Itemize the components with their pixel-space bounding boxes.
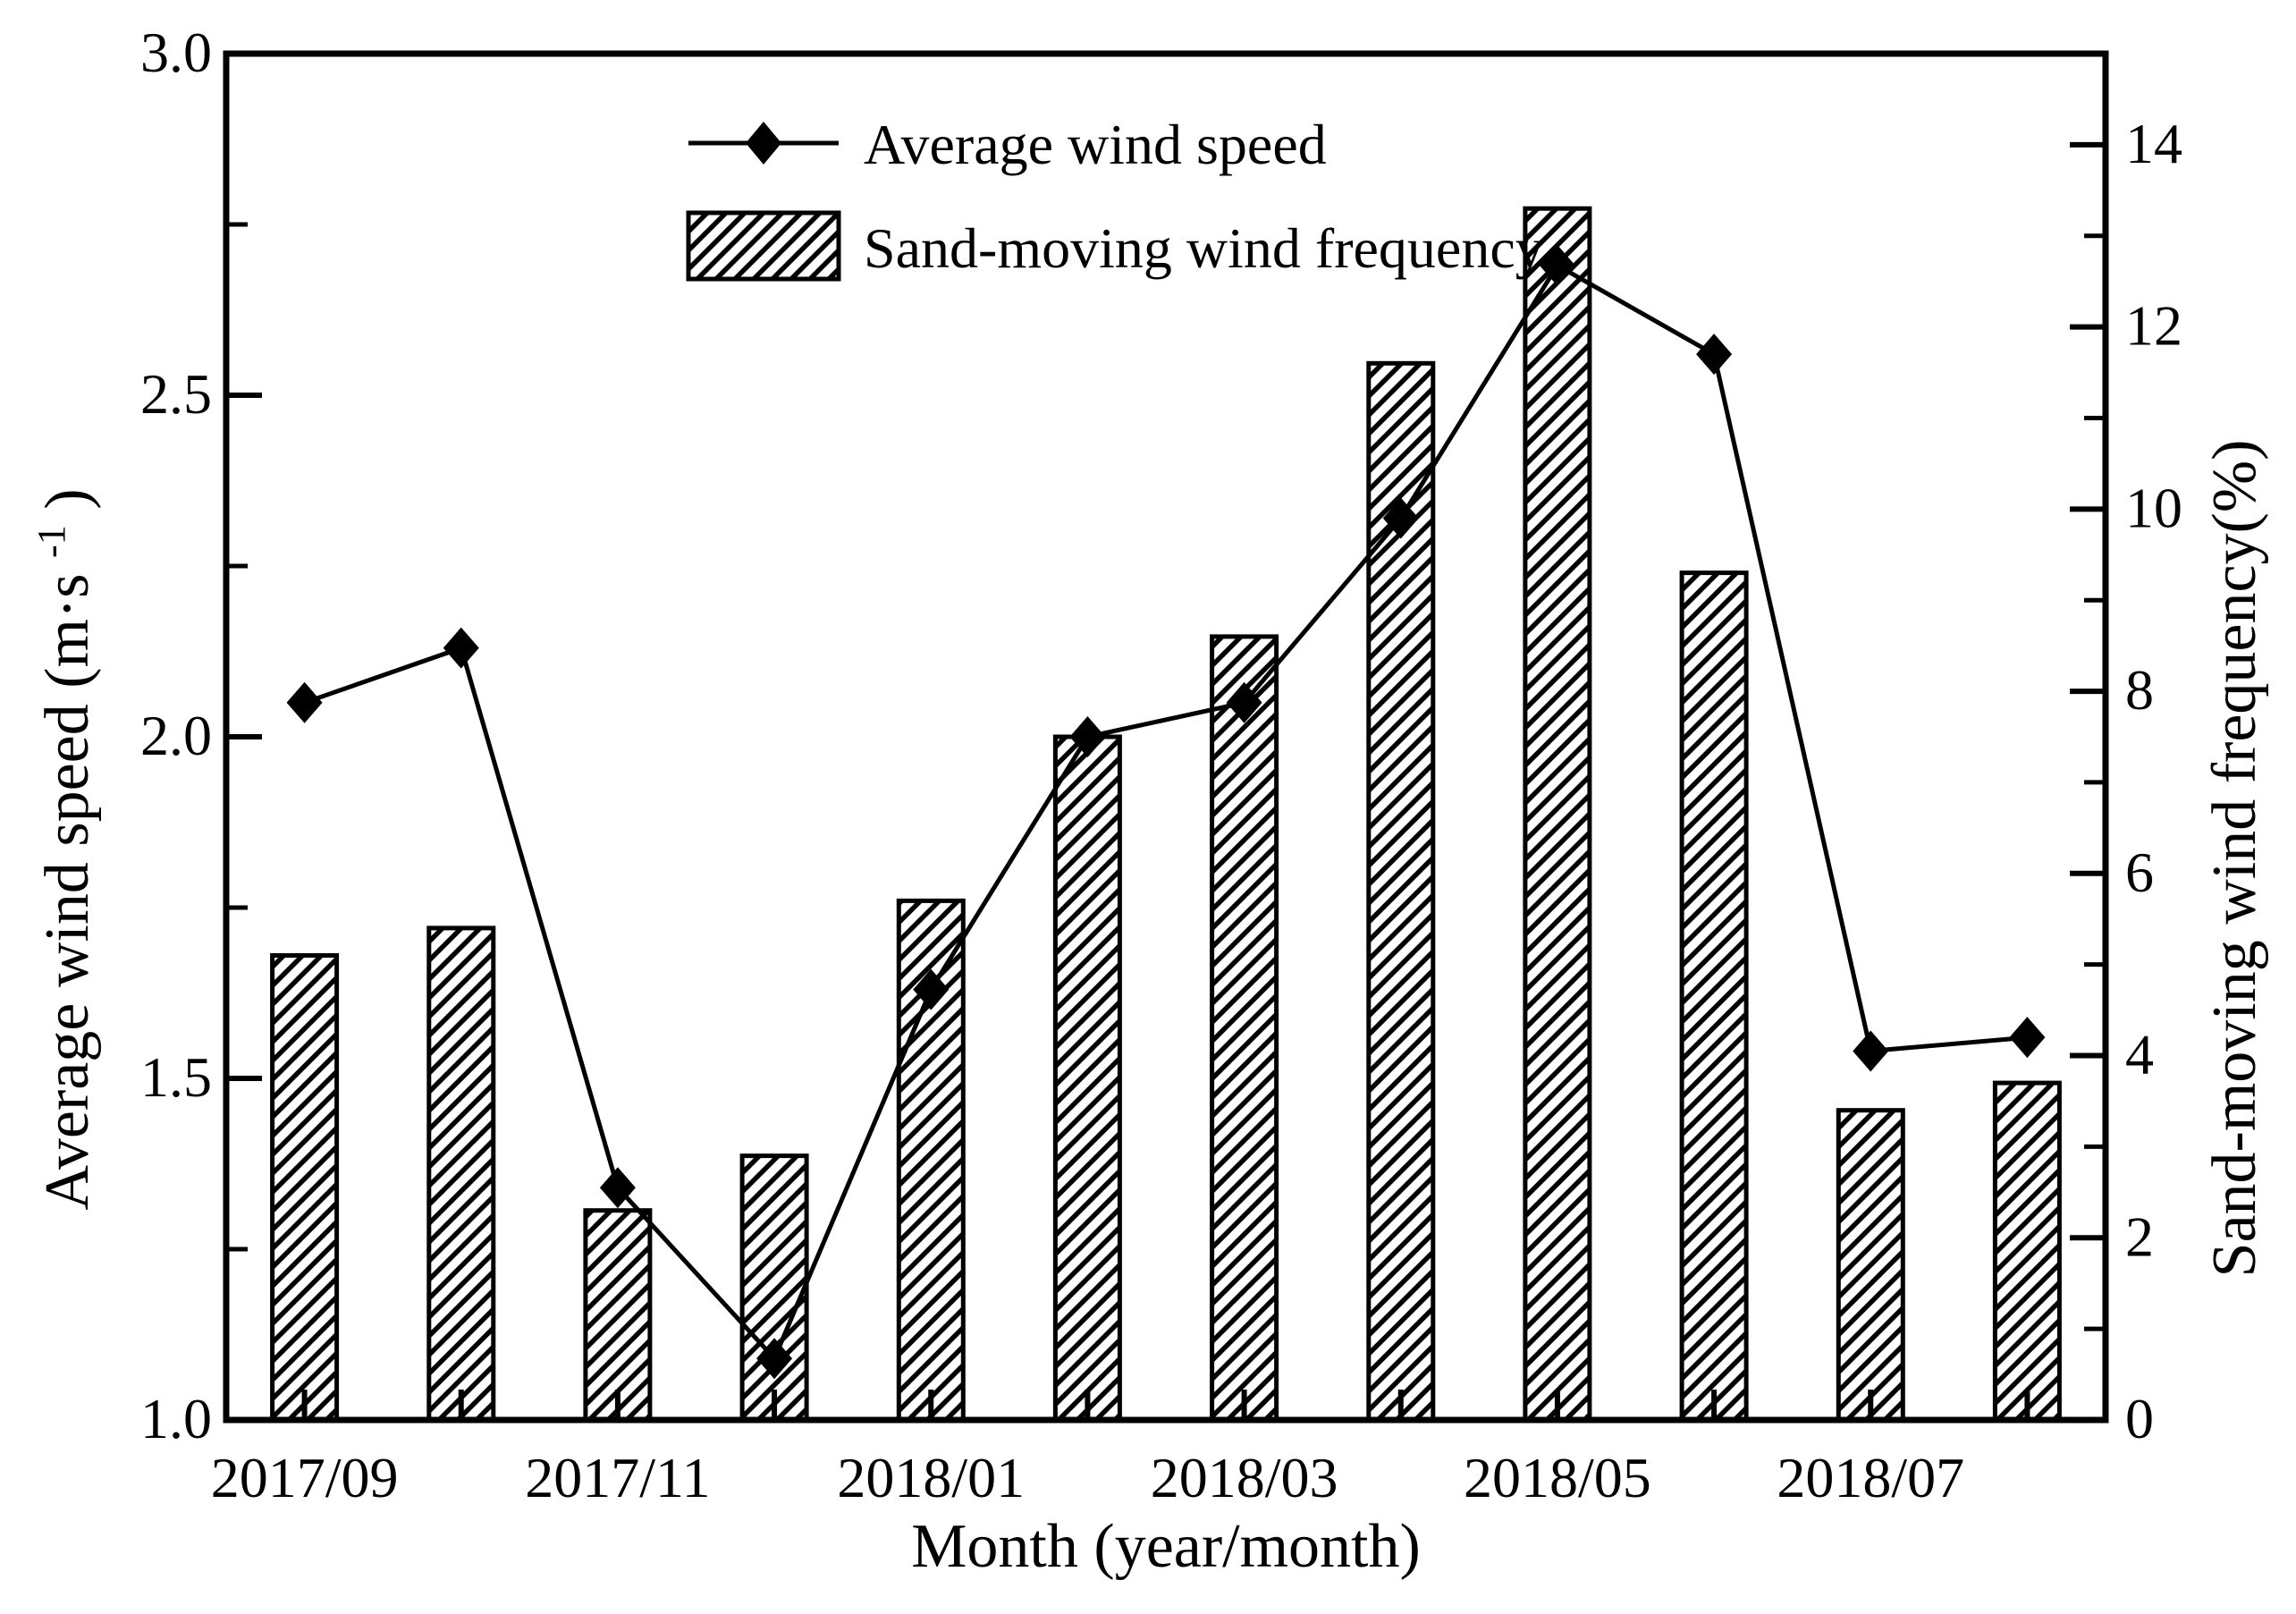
- y-right-tick-label: 12: [2125, 294, 2182, 358]
- y-left-tick-label: 1.0: [140, 1387, 212, 1450]
- wind-speed-marker-2018/01: [913, 968, 950, 1010]
- axes-group: 3.0 2.5 2.0 1.5 1.0 14 12 10 8 6 4 2 0 2017/09 2017/11…: [140, 21, 2182, 1509]
- wind-speed-line-group: [286, 244, 2046, 1380]
- y-right-tick-label: 10: [2125, 476, 2182, 539]
- y-left-tick-label: 2.5: [140, 362, 212, 426]
- y-right-tick-label: 14: [2125, 112, 2182, 175]
- frequency-bar-2018/05: [1523, 206, 1592, 1423]
- frequency-bar-2018/03: [1210, 634, 1279, 1423]
- wind-speed-marker-2017/11: [599, 1167, 636, 1209]
- wind-speed-marker-2018/08: [2009, 1017, 2046, 1059]
- y-right-tick-label: 4: [2125, 1023, 2154, 1086]
- wind-speed-marker-2018/05: [1539, 244, 1575, 286]
- wind-speed-marker-2017/09: [286, 681, 323, 723]
- y-left-tick-label: 3.0: [140, 21, 212, 84]
- y-right-tick-label: 6: [2125, 841, 2154, 904]
- x-axis-tick-label: 2017/09: [211, 1446, 399, 1509]
- y-left-tick-label: 1.5: [140, 1045, 212, 1109]
- frequency-bar-2018/08: [1992, 1080, 2062, 1423]
- legend-label-average-wind-speed: Average wind speed: [864, 113, 1327, 176]
- y-axis-left-title-close: ): [33, 488, 102, 509]
- frequency-bar-2017/12: [739, 1153, 809, 1423]
- x-axis-title: Month (year/month): [911, 1512, 1421, 1581]
- x-axis-tick-label: 2018/01: [837, 1446, 1025, 1509]
- legend-hatch-swatch-icon: [686, 210, 841, 282]
- y-left-tick-label: 2.0: [140, 704, 212, 767]
- wind-speed-line: [303, 262, 2028, 1363]
- frequency-bar-2017/10: [426, 925, 496, 1423]
- y-axis-left-title: Average wind speed (m·s -1 ): [10, 488, 102, 1210]
- legend-diamond-icon: [746, 122, 781, 165]
- legend: Average wind speed Sand-moving wind freq…: [686, 113, 1544, 282]
- frequency-bar-2018/02: [1052, 734, 1122, 1423]
- wind-speed-marker-2018/04: [1382, 497, 1419, 539]
- wind-speed-marker-2017/10: [443, 627, 479, 669]
- y-right-tick-label: 8: [2125, 658, 2154, 722]
- legend-label-sand-moving-wind-frequency: Sand-moving wind frequency: [864, 216, 1544, 280]
- wind-speed-marker-2018/07: [1853, 1030, 1889, 1072]
- wind-speed-marker-2018/03: [1226, 681, 1262, 723]
- frequency-bar-2017/09: [270, 953, 340, 1423]
- wind-speed-marker-2018/02: [1069, 716, 1106, 757]
- wind-speed-marker-2018/06: [1696, 334, 1733, 376]
- x-axis-tick-label: 2018/03: [1151, 1446, 1338, 1509]
- frequency-bar-2018/06: [1679, 570, 1749, 1423]
- y-axis-left-title-superscript: -1: [30, 525, 73, 558]
- wind-speed-marker-2017/12: [756, 1338, 793, 1380]
- frequency-bar-2018/07: [1836, 1108, 1905, 1423]
- y-right-tick-label: 0: [2125, 1387, 2154, 1450]
- x-axis-tick-label: 2018/05: [1464, 1446, 1651, 1509]
- y-right-tick-label: 2: [2125, 1204, 2154, 1268]
- x-axis-tick-label: 2017/11: [525, 1446, 710, 1509]
- frequency-bars-group: [270, 206, 2062, 1423]
- x-axis-tick-label: 2018/07: [1777, 1446, 1964, 1509]
- y-axis-left-title-main: Average wind speed (m·s: [33, 573, 102, 1210]
- y-axis-right-title: Sand-moving wind frequency(%): [2200, 440, 2269, 1278]
- frequency-bar-2017/11: [583, 1208, 653, 1423]
